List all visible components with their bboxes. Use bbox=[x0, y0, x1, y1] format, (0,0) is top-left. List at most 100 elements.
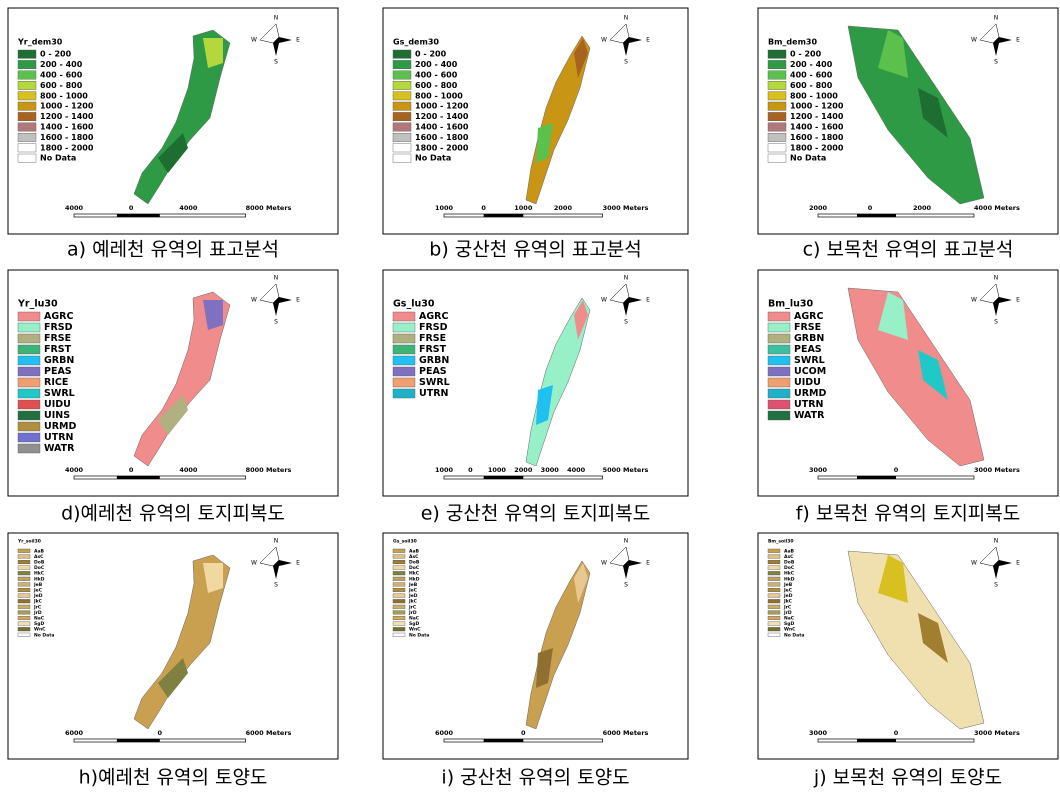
legend-label: SgD bbox=[34, 621, 44, 627]
caption: e) 궁산천 유역의 토지피복도 bbox=[421, 503, 651, 525]
legend-label: UTRN bbox=[44, 432, 74, 443]
legend-title: Gs_soil30 bbox=[393, 539, 417, 545]
legend-label: NaC bbox=[409, 616, 420, 622]
legend-swatch bbox=[18, 611, 30, 615]
legend-label: JkC bbox=[33, 599, 43, 605]
compass-s: S bbox=[994, 319, 998, 326]
legend-swatch bbox=[768, 594, 780, 598]
map-panel: Gs_lu30AGRCFRSDFRSEFRSTGRBNPEASSWRLUTRNN… bbox=[383, 270, 688, 496]
legend-label: HkC bbox=[34, 571, 45, 577]
legend-label: SgD bbox=[784, 621, 794, 627]
legend-swatch bbox=[768, 616, 780, 620]
legend-swatch bbox=[768, 622, 780, 626]
legend-label: No Data bbox=[40, 154, 76, 163]
legend-label: GRBN bbox=[794, 333, 824, 344]
caption: b) 궁산천 유역의 표고분석 bbox=[429, 239, 641, 261]
scale-label: 3000 Meters bbox=[974, 729, 1020, 737]
legend-swatch bbox=[18, 144, 36, 152]
scale-label: 0 bbox=[158, 729, 163, 737]
scale-label: 4000 bbox=[65, 204, 84, 212]
legend-swatch bbox=[393, 549, 405, 553]
legend-swatch bbox=[18, 60, 36, 68]
legend-swatch bbox=[18, 555, 30, 559]
scale-label: 2000 bbox=[913, 204, 932, 212]
legend-swatch bbox=[393, 71, 411, 79]
caption: f) 보목천 유역의 토지피복도 bbox=[796, 503, 1021, 525]
legend-swatch bbox=[393, 588, 405, 592]
legend-swatch bbox=[393, 112, 411, 120]
legend-label: WATR bbox=[794, 410, 825, 421]
map-panel: Yr_dem300 - 200200 - 400400 - 600600 - 8… bbox=[8, 8, 338, 234]
legend-label: GRBN bbox=[44, 355, 74, 366]
legend-swatch bbox=[18, 616, 30, 620]
legend-swatch bbox=[18, 411, 40, 420]
map-panel: Bm_lu30AGRCFRSEGRBNPEASSWRLUCOMUIDUURMDU… bbox=[758, 270, 1058, 496]
scale-label: 0 bbox=[129, 204, 134, 212]
legend-swatch bbox=[768, 389, 790, 398]
legend-label: JeD bbox=[33, 593, 43, 599]
legend-label: 1400 - 1600 bbox=[40, 123, 94, 132]
compass-s: S bbox=[624, 582, 628, 589]
legend-title: Yr_dem30 bbox=[17, 38, 63, 47]
legend-swatch bbox=[18, 622, 30, 626]
compass-e: E bbox=[1016, 297, 1020, 304]
legend-swatch bbox=[18, 71, 36, 79]
legend-swatch bbox=[18, 444, 40, 453]
legend-swatch bbox=[393, 577, 405, 581]
caption: d)예레천 유역의 토지피복도 bbox=[61, 503, 285, 525]
scale-label: 0 bbox=[868, 204, 873, 212]
legend-swatch bbox=[393, 605, 405, 609]
caption: j) 보목천 유역의 토양도 bbox=[813, 767, 1002, 789]
legend-swatch bbox=[18, 633, 30, 637]
compass-n: N bbox=[274, 538, 279, 545]
compass-n: N bbox=[624, 15, 629, 22]
legend-swatch bbox=[393, 345, 415, 354]
legend-title: Bm_soil30 bbox=[768, 539, 794, 545]
legend-label: No Data bbox=[34, 632, 54, 638]
legend-label: 0 - 200 bbox=[790, 50, 822, 59]
legend-label: JrD bbox=[408, 610, 417, 616]
legend-label: 1200 - 1400 bbox=[790, 112, 844, 121]
legend-swatch bbox=[768, 566, 780, 570]
scale-label: 0 bbox=[894, 466, 899, 474]
legend-label: JeB bbox=[408, 582, 418, 588]
legend-label: FRSD bbox=[419, 322, 448, 333]
scale-bar-fill bbox=[117, 739, 160, 742]
legend-swatch bbox=[393, 133, 411, 141]
legend-swatch bbox=[393, 571, 405, 575]
legend-swatch bbox=[768, 102, 786, 110]
map-panel: Gs_soil30AaBAsCDoBDoCHkCHkDJeBJeCJeDJkCJ… bbox=[383, 533, 688, 759]
legend-swatch bbox=[393, 334, 415, 343]
legend-label: RICE bbox=[44, 377, 68, 388]
scale-label: 0 bbox=[894, 729, 899, 737]
compass-w: W bbox=[601, 37, 607, 44]
legend-swatch bbox=[18, 583, 30, 587]
scale-label: 4000 bbox=[179, 204, 198, 212]
scale-bar-fill bbox=[484, 214, 524, 217]
legend-label: SWRL bbox=[794, 355, 825, 366]
legend-swatch bbox=[393, 616, 405, 620]
legend-label: WnC bbox=[34, 627, 46, 633]
legend-swatch bbox=[18, 154, 36, 162]
legend-label: 1400 - 1600 bbox=[790, 123, 844, 132]
compass-s: S bbox=[624, 319, 628, 326]
compass-s: S bbox=[274, 582, 278, 589]
legend-label: 1200 - 1400 bbox=[415, 112, 469, 121]
legend-swatch bbox=[18, 599, 30, 603]
legend-label: FRST bbox=[44, 344, 72, 355]
legend-swatch bbox=[18, 594, 30, 598]
scale-label: 6000 bbox=[435, 729, 454, 737]
scale-label: 0 bbox=[129, 466, 134, 474]
legend-label: SgD bbox=[409, 621, 419, 627]
legend-label: JeB bbox=[33, 582, 43, 588]
compass-s: S bbox=[274, 319, 278, 326]
legend-label: AGRC bbox=[44, 311, 73, 322]
scale-label: 1000 bbox=[435, 466, 454, 474]
legend-label: PEAS bbox=[419, 366, 447, 377]
scale-bar-fill bbox=[484, 476, 524, 479]
legend-swatch bbox=[18, 577, 30, 581]
legend-swatch bbox=[768, 571, 780, 575]
legend-label: 1000 - 1200 bbox=[415, 102, 469, 111]
legend-swatch bbox=[768, 367, 790, 376]
scale-label: 3000 bbox=[809, 729, 828, 737]
